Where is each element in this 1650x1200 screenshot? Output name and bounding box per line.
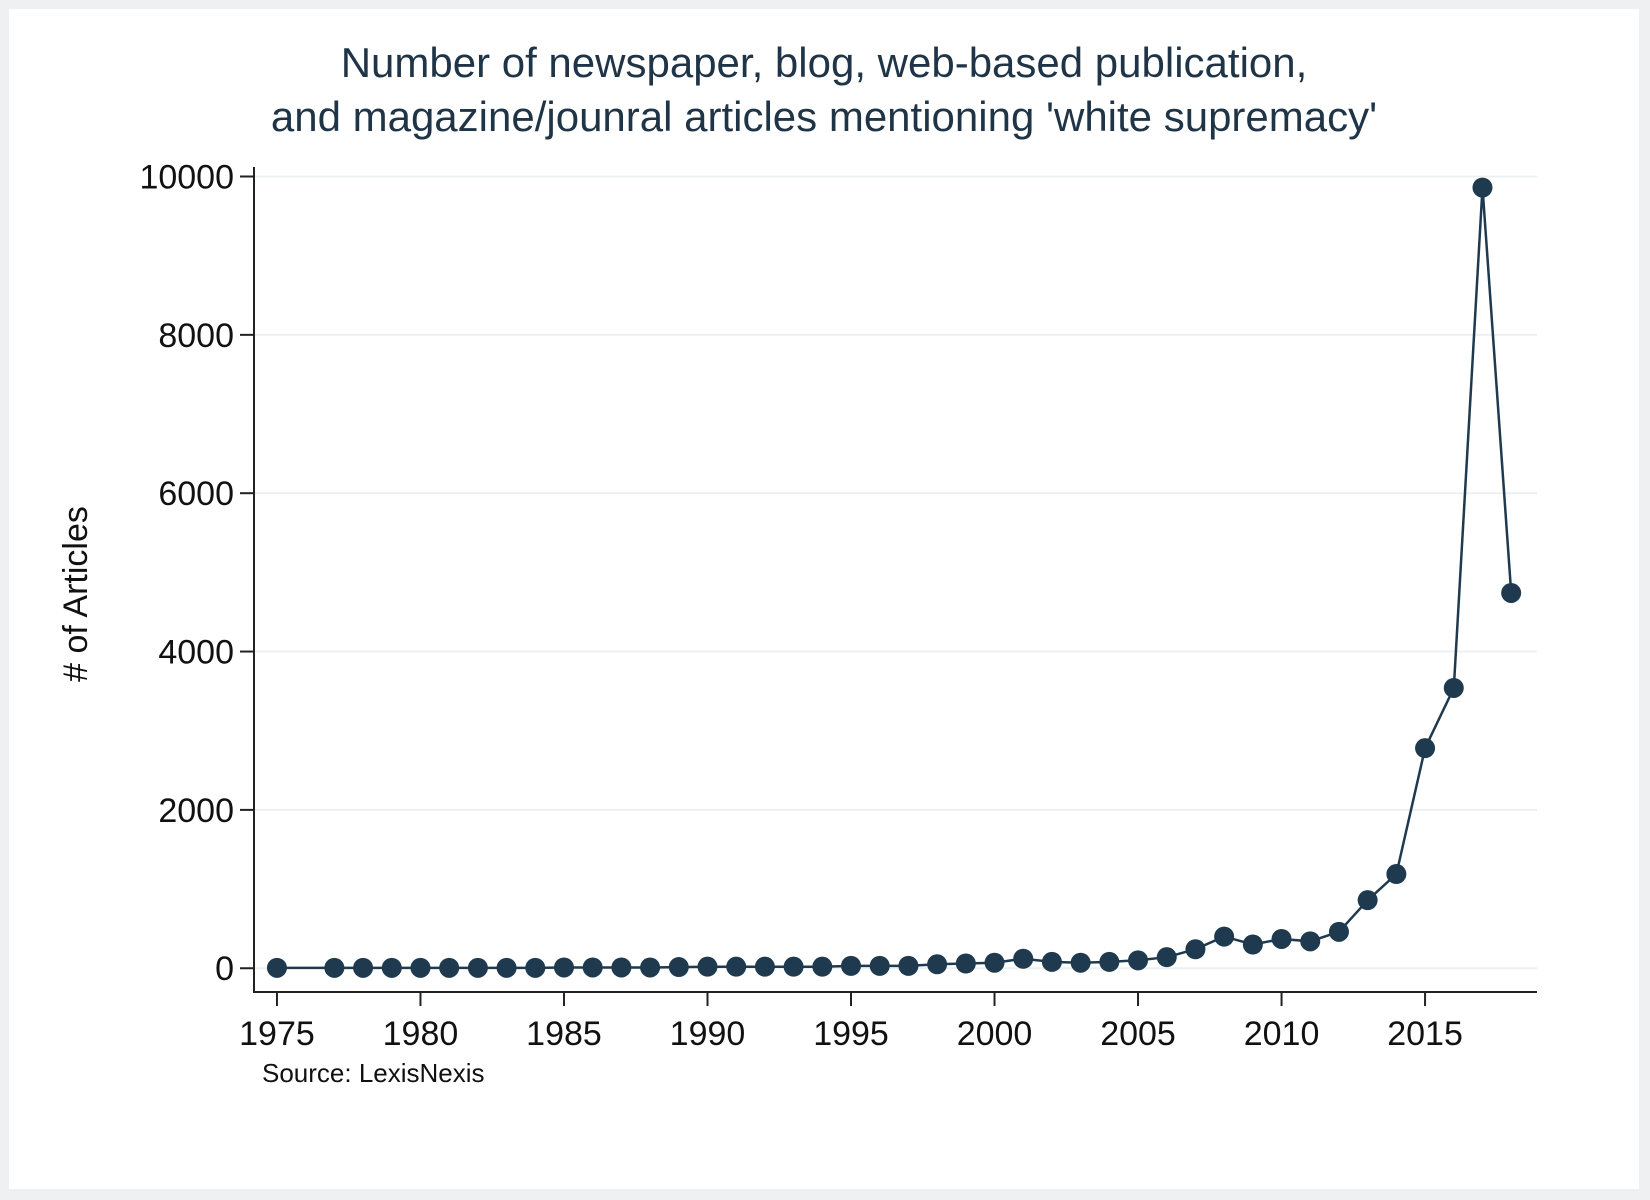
data-point bbox=[1300, 931, 1321, 952]
series-line bbox=[277, 187, 1513, 970]
data-point bbox=[381, 957, 402, 978]
y-tick-label: 0 bbox=[215, 950, 234, 988]
data-point bbox=[525, 957, 546, 978]
chart-title-line-1: Number of newspaper, blog, web-based pub… bbox=[341, 39, 1308, 86]
y-axis-title: # of Articles bbox=[57, 506, 95, 682]
data-point bbox=[754, 956, 775, 977]
x-tick-label: 1990 bbox=[670, 1015, 746, 1053]
data-point bbox=[582, 957, 603, 978]
y-tick-label: 2000 bbox=[158, 792, 234, 830]
x-tick-label: 2010 bbox=[1244, 1015, 1320, 1053]
data-point bbox=[1214, 926, 1235, 947]
x-tick-label: 1985 bbox=[526, 1015, 602, 1053]
data-point bbox=[898, 955, 919, 976]
data-point bbox=[1128, 950, 1149, 971]
source-note: Source: LexisNexis bbox=[262, 1058, 485, 1088]
data-point bbox=[496, 957, 517, 978]
x-tick-label: 2015 bbox=[1387, 1015, 1463, 1053]
data-point bbox=[1328, 921, 1349, 942]
chart-title-line-2: and magazine/jounral articles mentioning… bbox=[271, 93, 1377, 140]
data-point bbox=[467, 957, 488, 978]
data-point bbox=[640, 957, 661, 978]
data-point bbox=[984, 952, 1005, 973]
data-point bbox=[1242, 934, 1263, 955]
data-point bbox=[439, 957, 460, 978]
data-point bbox=[1185, 939, 1206, 960]
data-point bbox=[1501, 582, 1522, 603]
data-point bbox=[1415, 738, 1436, 759]
data-point bbox=[1013, 948, 1034, 969]
data-point bbox=[266, 957, 287, 978]
axes bbox=[253, 167, 1537, 993]
data-point bbox=[1070, 952, 1091, 973]
data-point bbox=[869, 955, 890, 976]
data-point bbox=[1443, 677, 1464, 698]
data-point bbox=[1099, 951, 1120, 972]
x-tick-label: 2005 bbox=[1100, 1015, 1176, 1053]
x-axis-ticks: 1975 1980 1985 1990 1995 2000 2005 2010 2015 bbox=[239, 992, 1463, 1053]
data-point bbox=[927, 954, 948, 975]
data-point bbox=[697, 956, 718, 977]
data-point bbox=[1156, 947, 1177, 968]
y-tick-label: 4000 bbox=[158, 634, 234, 672]
y-axis-ticks: 0 2000 4000 6000 8000 10000 bbox=[139, 159, 254, 988]
data-point bbox=[1386, 864, 1407, 885]
data-point bbox=[611, 957, 632, 978]
x-tick-label: 1975 bbox=[239, 1015, 315, 1053]
data-point bbox=[955, 953, 976, 974]
y-tick-label: 6000 bbox=[158, 475, 234, 513]
data-point bbox=[668, 957, 689, 978]
data-point bbox=[324, 957, 345, 978]
x-tick-label: 1995 bbox=[813, 1015, 889, 1053]
data-point bbox=[726, 956, 747, 977]
series-layer bbox=[266, 177, 1522, 978]
y-tick-label: 8000 bbox=[158, 317, 234, 355]
data-point bbox=[353, 957, 374, 978]
data-point bbox=[1472, 177, 1493, 198]
data-point bbox=[410, 957, 431, 978]
data-point bbox=[812, 956, 833, 977]
chart-figure: 0 2000 4000 6000 8000 10000 1975 1980 1985 1990 1… bbox=[9, 9, 1639, 1189]
y-tick-label: 10000 bbox=[139, 159, 234, 197]
x-tick-label: 1980 bbox=[383, 1015, 459, 1053]
data-point bbox=[841, 955, 862, 976]
data-point bbox=[1271, 928, 1292, 949]
data-point bbox=[553, 957, 574, 978]
data-point bbox=[783, 956, 804, 977]
x-tick-label: 2000 bbox=[957, 1015, 1033, 1053]
data-point bbox=[1357, 890, 1378, 911]
gridlines bbox=[254, 175, 1537, 970]
data-point bbox=[1041, 951, 1062, 972]
